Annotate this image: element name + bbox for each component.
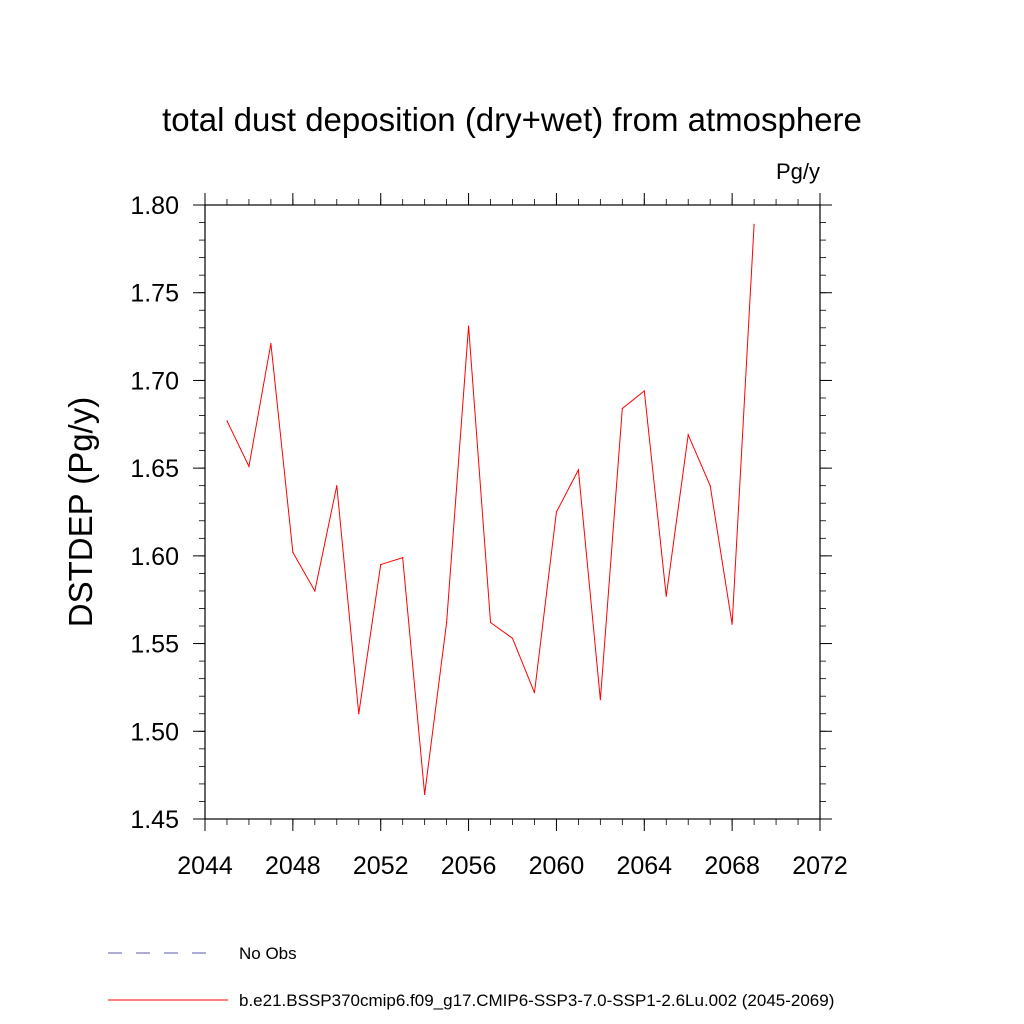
x-tick-label: 2052 [353, 852, 409, 880]
data-point-2057 [489, 621, 492, 624]
data-point-2063 [621, 407, 623, 410]
data-point-2069 [753, 223, 755, 225]
data-point-2065 [665, 595, 667, 597]
data-point-2062 [599, 699, 601, 701]
series-line [226, 224, 755, 795]
data-point-2066 [687, 434, 689, 436]
y-tick-label: 1.55 [130, 631, 179, 659]
data-point-2060 [555, 511, 558, 513]
x-tick-label: 2064 [616, 852, 672, 880]
axes [204, 204, 821, 820]
data-point-2051 [358, 713, 360, 715]
data-point-2056 [467, 325, 470, 327]
y-tick-label: 1.70 [130, 367, 179, 395]
y-axis-label: DSTDEP (Pg/y) [62, 397, 99, 627]
x-tick-label: 2060 [529, 852, 585, 880]
x-tick-label: 2072 [792, 852, 848, 880]
data-point-2052 [380, 564, 382, 566]
data-point-2048 [292, 551, 294, 553]
x-tick-label: 2068 [704, 852, 760, 880]
y-tick-label: 1.45 [130, 806, 179, 834]
data-point-2068 [731, 623, 733, 625]
tick-labels: 1.45 1.50 1.55 1.60 1.65 1.70 1.75 1.80 2044 2048… [130, 192, 847, 880]
y-tick-label: 1.50 [130, 718, 179, 746]
data-point-2054 [424, 793, 426, 796]
data-point-2053 [402, 557, 404, 559]
plot-frame [204, 204, 821, 820]
data-point-2058 [511, 637, 514, 639]
units-label: Pg/y [776, 159, 820, 184]
x-tick-label: 2044 [177, 852, 233, 880]
y-tick-label: 1.65 [130, 455, 179, 483]
data-point-2047 [270, 342, 272, 345]
data-point-2049 [314, 590, 316, 592]
y-tick-label: 1.75 [130, 280, 179, 308]
data-point-2059 [533, 692, 536, 694]
data-point-2064 [643, 390, 645, 392]
tick-marks [193, 193, 832, 831]
legend-label-no-obs: No Obs [239, 944, 297, 963]
data-point-2061 [577, 469, 579, 471]
x-tick-label: 2056 [441, 852, 497, 880]
y-tick-label: 1.80 [130, 192, 179, 220]
legend-label-series: b.e21.BSSP370cmip6.f09_g17.CMIP6-SSP3-7.… [239, 991, 834, 1010]
data-point-2055 [446, 621, 448, 624]
y-tick-label: 1.60 [130, 543, 179, 571]
data-point-2067 [709, 485, 711, 487]
chart-title: total dust deposition (dry+wet) from atm… [162, 101, 862, 138]
data-point-2050 [336, 485, 338, 487]
x-tick-label: 2048 [265, 852, 321, 880]
data-point-2045 [226, 420, 228, 422]
data-point-2046 [248, 465, 250, 467]
legend: No Obs b.e21.BSSP370cmip6.f09_g17.CMIP6-… [108, 944, 834, 1010]
series-group [226, 223, 755, 796]
